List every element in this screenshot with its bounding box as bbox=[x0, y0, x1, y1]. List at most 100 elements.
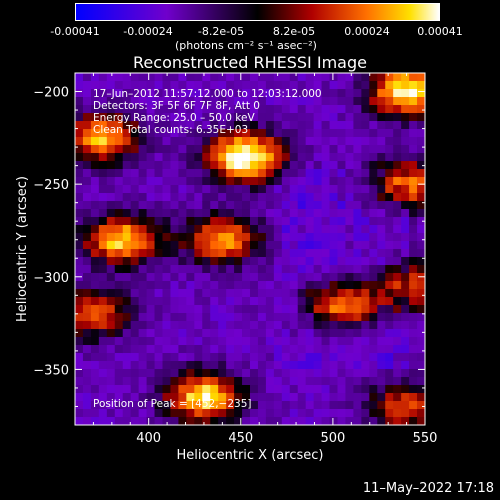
heatmap-cell bbox=[210, 377, 219, 386]
heatmap-cell bbox=[146, 193, 155, 202]
heatmap-cell bbox=[122, 145, 132, 154]
heatmap-cell bbox=[305, 249, 315, 258]
heatmap-cell bbox=[250, 201, 259, 210]
heatmap-cell bbox=[194, 409, 203, 418]
heatmap-cell bbox=[234, 385, 243, 394]
heatmap-cell bbox=[242, 313, 251, 322]
heatmap-cell bbox=[218, 145, 227, 154]
heatmap-cell bbox=[202, 305, 211, 314]
heatmap-cell bbox=[114, 201, 124, 210]
heatmap-cell bbox=[186, 97, 195, 106]
heatmap-cell bbox=[289, 161, 299, 170]
heatmap-cell bbox=[98, 377, 108, 386]
heatmap-cell bbox=[409, 137, 418, 146]
heatmap-cell bbox=[234, 321, 243, 330]
heatmap-cell bbox=[321, 121, 330, 130]
heatmap-cell bbox=[401, 265, 410, 274]
heatmap-cell bbox=[226, 113, 235, 122]
heatmap-cell bbox=[297, 73, 307, 82]
heatmap-cell bbox=[385, 321, 394, 330]
heatmap-cell bbox=[154, 337, 163, 346]
heatmap-cell bbox=[170, 153, 179, 162]
heatmap-cell bbox=[154, 185, 163, 194]
heatmap-cell bbox=[106, 153, 116, 162]
heatmap-cell bbox=[353, 417, 362, 426]
heatmap-cell bbox=[154, 265, 163, 274]
heatmap-cell bbox=[273, 289, 283, 298]
heatmap-cell bbox=[138, 233, 147, 242]
heatmap-cell bbox=[154, 377, 163, 386]
heatmap-cell bbox=[353, 313, 362, 322]
heatmap-cell bbox=[257, 73, 267, 82]
heatmap-cell bbox=[130, 217, 140, 226]
heatmap-cell bbox=[178, 169, 187, 178]
heatmap-cell bbox=[75, 89, 84, 98]
heatmap-cell bbox=[138, 161, 147, 170]
heatmap-cell bbox=[75, 377, 84, 386]
heatmap-cell bbox=[417, 281, 426, 290]
heatmap-cell bbox=[385, 209, 394, 218]
heatmap-cell bbox=[361, 257, 370, 266]
heatmap-cell bbox=[329, 73, 338, 82]
heatmap-cell bbox=[114, 177, 124, 186]
heatmap-cell bbox=[361, 89, 370, 98]
heatmap-cell bbox=[305, 177, 315, 186]
heatmap-cell bbox=[98, 217, 108, 226]
heatmap-cell bbox=[186, 337, 195, 346]
heatmap-cell bbox=[146, 201, 155, 210]
heatmap-cell bbox=[305, 241, 315, 250]
heatmap-cell bbox=[75, 97, 84, 106]
heatmap-cell bbox=[329, 297, 338, 306]
heatmap-cell bbox=[106, 305, 116, 314]
heatmap-cell bbox=[202, 393, 211, 402]
heatmap-cell bbox=[265, 257, 275, 266]
heatmap-cell bbox=[361, 121, 370, 130]
heatmap-cell bbox=[305, 313, 315, 322]
heatmap-cell bbox=[218, 201, 227, 210]
heatmap-cell bbox=[146, 129, 155, 138]
heatmap-cell bbox=[114, 281, 124, 290]
heatmap-cell bbox=[234, 105, 243, 114]
heatmap-cell bbox=[401, 273, 410, 282]
heatmap-cell bbox=[409, 241, 418, 250]
heatmap-cell bbox=[305, 129, 315, 138]
heatmap-cell bbox=[130, 257, 140, 266]
heatmap-cell bbox=[369, 97, 378, 106]
heatmap-cell bbox=[138, 345, 147, 354]
heatmap-cell bbox=[313, 353, 322, 362]
heatmap-cell bbox=[90, 137, 100, 146]
heatmap-cell bbox=[401, 305, 410, 314]
heatmap-cell bbox=[122, 73, 132, 82]
heatmap-cell bbox=[377, 241, 386, 250]
heatmap-cell bbox=[154, 345, 163, 354]
heatmap-cell bbox=[393, 361, 402, 370]
heatmap-cell bbox=[281, 177, 291, 186]
heatmap-cell bbox=[162, 73, 171, 82]
heatmap-cell bbox=[218, 273, 227, 282]
heatmap-cell bbox=[194, 97, 203, 106]
heatmap-cell bbox=[321, 289, 330, 298]
heatmap-cell bbox=[313, 281, 322, 290]
heatmap-cell bbox=[106, 193, 116, 202]
heatmap-cell bbox=[305, 353, 315, 362]
heatmap-cell bbox=[377, 233, 386, 242]
heatmap-cell bbox=[329, 153, 338, 162]
heatmap-cell bbox=[361, 185, 370, 194]
heatmap-cell bbox=[82, 321, 92, 330]
heatmap-cell bbox=[305, 121, 315, 130]
heatmap-cell bbox=[353, 193, 362, 202]
heatmap-cell bbox=[242, 81, 251, 90]
heatmap-cell bbox=[154, 369, 163, 378]
heatmap-cell bbox=[273, 345, 283, 354]
heatmap-cell bbox=[178, 297, 187, 306]
heatmap-cell bbox=[154, 361, 163, 370]
heatmap-cell bbox=[393, 305, 402, 314]
heatmap-cell bbox=[361, 177, 370, 186]
heatmap-cell bbox=[361, 161, 370, 170]
heatmap-cell bbox=[226, 169, 235, 178]
heatmap-cell bbox=[377, 97, 386, 106]
heatmap-cell bbox=[170, 281, 179, 290]
heatmap-cell bbox=[393, 73, 402, 82]
heatmap-cell bbox=[178, 361, 187, 370]
heatmap-cell bbox=[289, 129, 299, 138]
